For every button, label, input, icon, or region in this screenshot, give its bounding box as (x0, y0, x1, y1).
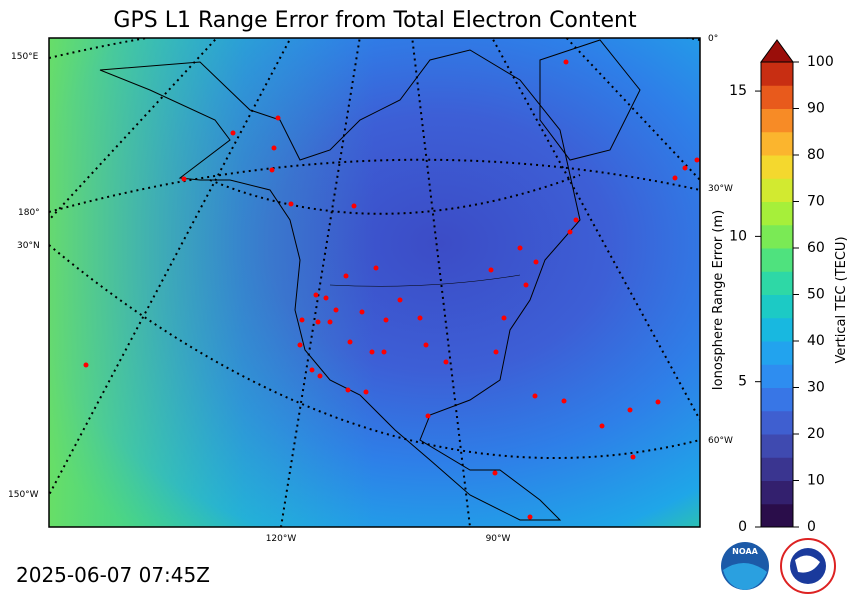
colorbar-segment (761, 480, 793, 505)
colorbar-segment (761, 224, 793, 249)
left-tick-label: 15 (729, 83, 747, 99)
map-frame (48, 37, 701, 528)
right-tick-label: 20 (807, 426, 825, 442)
graticule-label: 30°W (708, 184, 733, 194)
svg-text:NOAA: NOAA (732, 547, 758, 556)
colorbar-segment (761, 410, 793, 435)
map (49, 38, 700, 527)
timestamp: 2025-06-07 07:45Z (16, 563, 210, 587)
colorbar-segment (761, 85, 793, 109)
colorbar-right-label: Vertical TEC (TECU) (834, 236, 849, 363)
right-tick-label: 70 (807, 194, 825, 210)
colorbar-segment (761, 317, 793, 342)
colorbar-segment (761, 434, 793, 458)
right-tick-label: 10 (807, 473, 825, 489)
colorbar-segment (761, 271, 793, 295)
right-tick-label: 50 (807, 287, 825, 303)
right-tick-label: 90 (807, 101, 825, 117)
right-tick-label: 100 (807, 54, 834, 70)
colorbar-segment (761, 457, 793, 481)
colorbar-segment (761, 108, 793, 133)
colorbar: 0 10 20 30 40 50 60 70 80 90 100 0 5 10 15 (729, 39, 834, 535)
right-tick-label: 30 (807, 380, 825, 396)
colorbar-extend (760, 39, 794, 63)
graticule-label: 0° (708, 34, 718, 44)
title: GPS L1 Range Error from Total Electron C… (113, 8, 637, 33)
colorbar-segment (761, 503, 793, 528)
colorbar-segment (761, 62, 793, 86)
colorbar-segment (761, 131, 793, 156)
left-tick-label: 0 (738, 519, 747, 535)
noaa-logo: NOAA (721, 542, 769, 590)
left-tick-label: 5 (738, 374, 747, 390)
colorbar-segment (761, 341, 793, 365)
graticule-label: 150°W (8, 490, 39, 500)
colorbar-segment (761, 155, 793, 179)
graticule-label: 30°N (17, 241, 40, 251)
colorbar-segment (761, 364, 793, 388)
nws-logo (780, 538, 836, 594)
right-tick-label: 0 (807, 519, 816, 535)
colorbar-segment (761, 294, 793, 319)
graticule-label: 90°W (486, 534, 511, 544)
colorbar-left-label: Ionosphere Range Error (m) (711, 210, 726, 390)
graticule-label: 150°E (11, 52, 39, 62)
colorbar-segment (761, 248, 793, 272)
colorbar-segment (761, 387, 793, 412)
left-tick-label: 10 (729, 228, 747, 244)
right-tick-label: 40 (807, 333, 825, 349)
colorbar-segment (761, 201, 793, 226)
right-tick-label: 80 (807, 147, 825, 163)
right-tick-label: 60 (807, 240, 825, 256)
graticule-label: 180° (18, 208, 40, 218)
graticule-label: 60°W (708, 436, 733, 446)
graticule-label: 120°W (266, 534, 297, 544)
colorbar-segment (761, 178, 793, 202)
